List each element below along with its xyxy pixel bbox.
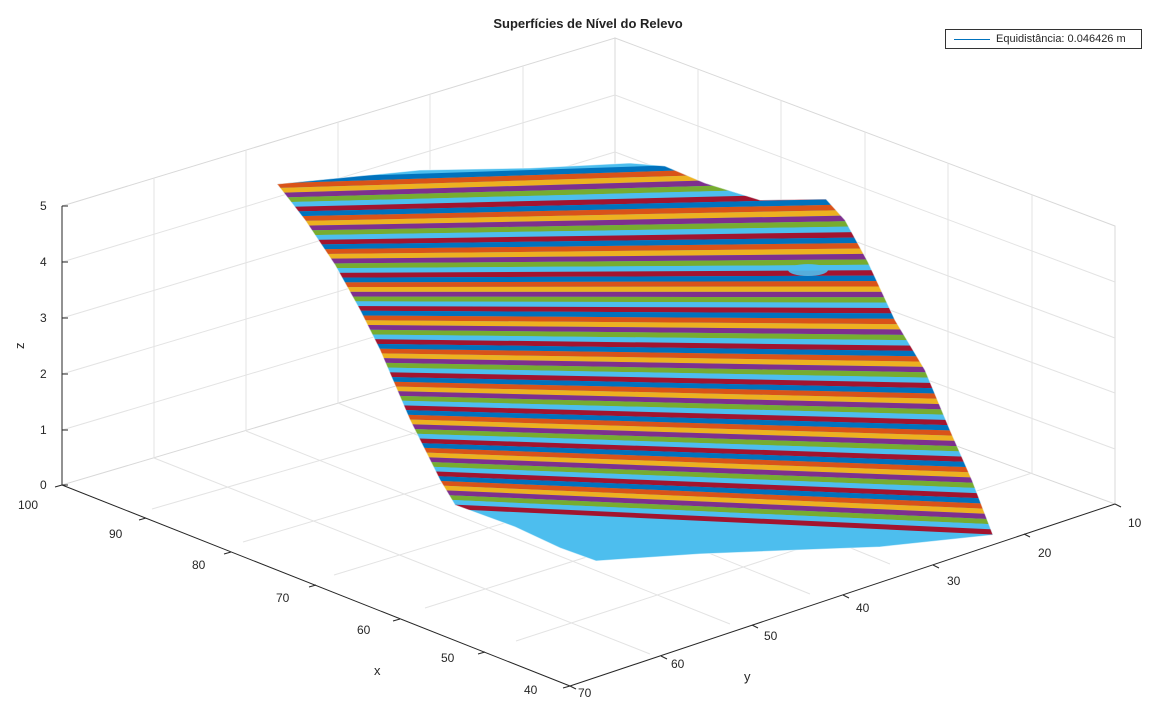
contour-band xyxy=(277,186,910,212)
contour-band xyxy=(277,417,993,454)
contour-band xyxy=(277,448,993,492)
contour-band xyxy=(277,457,993,504)
contour-band xyxy=(277,390,993,420)
contour-band xyxy=(277,452,993,498)
x-tick-label: 40 xyxy=(524,683,538,697)
contour-band xyxy=(277,230,955,248)
contour-band xyxy=(277,269,993,279)
y-tick-label: 10 xyxy=(1128,516,1142,530)
contour-band xyxy=(277,309,993,320)
contour-band xyxy=(277,349,993,370)
legend-entry-label: Equidistância: 0.046426 m xyxy=(996,33,1126,45)
contour-band xyxy=(277,300,993,309)
contour-band xyxy=(277,305,993,315)
chart-title: Superfícies de Nível do Relevo xyxy=(493,16,682,31)
contour-band xyxy=(277,280,993,288)
x-ticks xyxy=(54,484,571,689)
x-tick-label: 80 xyxy=(192,558,206,572)
contour-band xyxy=(277,421,993,459)
contour-band xyxy=(277,258,983,270)
contour-band xyxy=(277,247,972,261)
contour-band xyxy=(277,175,898,203)
z-tick-label: 2 xyxy=(40,367,47,381)
y-tick-label: 40 xyxy=(856,601,870,615)
contour-band xyxy=(277,236,961,252)
x-tick-label: 50 xyxy=(441,651,455,665)
contour-band xyxy=(277,430,993,470)
contour-band xyxy=(277,372,993,398)
contour-band xyxy=(277,264,989,274)
z-tick-label: 1 xyxy=(40,423,47,437)
legend-line-swatch xyxy=(954,38,990,40)
contour-band xyxy=(277,323,993,337)
contour-band xyxy=(277,225,949,243)
contour-band xyxy=(277,367,993,392)
contour-band xyxy=(277,439,993,481)
contour-band xyxy=(277,202,927,225)
y-tick-label: 70 xyxy=(578,686,592,700)
contour-band xyxy=(277,314,993,326)
contour-band xyxy=(277,219,944,239)
contour-band xyxy=(277,214,938,234)
level-surface xyxy=(276,162,994,562)
y-tick-label: 50 xyxy=(764,629,778,643)
contour-band xyxy=(277,327,993,342)
contour-band xyxy=(277,345,993,365)
contour-band xyxy=(277,252,978,265)
contour-band xyxy=(277,332,993,348)
y-tick-label: 20 xyxy=(1038,546,1052,560)
contour-band xyxy=(277,466,993,515)
z-tick-label: 4 xyxy=(40,255,47,269)
contour-band xyxy=(277,341,993,359)
contour-band xyxy=(277,461,993,509)
contour-band xyxy=(277,197,921,221)
z-tick-label: 5 xyxy=(40,199,47,213)
contour-band xyxy=(277,403,993,437)
contour-band xyxy=(277,291,993,298)
z-axis-label: z xyxy=(12,343,27,350)
contour-band xyxy=(277,318,993,331)
z-tick-label: 3 xyxy=(40,311,47,325)
contour-band xyxy=(277,286,993,292)
x-tick-label: 60 xyxy=(357,623,371,637)
contour-band xyxy=(277,241,966,257)
contour-band xyxy=(277,394,993,426)
contour-band xyxy=(277,493,993,548)
contour-band xyxy=(277,363,993,387)
contour-band xyxy=(277,191,915,216)
contour-band xyxy=(277,376,993,404)
contour-band xyxy=(277,443,993,487)
z-ticks xyxy=(62,205,68,486)
y-tick-label: 30 xyxy=(947,574,961,588)
contour-band xyxy=(277,354,993,376)
contour-band xyxy=(277,434,993,476)
x-tick-label: 70 xyxy=(276,591,290,605)
contour-band xyxy=(277,180,904,207)
contour-band xyxy=(277,408,993,442)
contour-band xyxy=(277,425,993,465)
z-tick-labels: 0 1 2 3 4 5 xyxy=(40,199,47,492)
x-tick-label: 90 xyxy=(109,527,123,541)
contour-band xyxy=(277,358,993,381)
x-tick-labels: 100 90 80 70 60 50 40 xyxy=(18,498,538,697)
contour-band xyxy=(277,488,993,542)
z-tick-label: 0 xyxy=(40,478,47,492)
y-tick-labels: 10 20 30 40 50 60 70 xyxy=(578,516,1142,700)
contour-band xyxy=(277,484,993,537)
contour-band xyxy=(277,336,993,353)
contour-band xyxy=(277,412,993,448)
y-axis-label: y xyxy=(744,669,751,684)
y-ticks xyxy=(569,503,1122,690)
legend: Equidistância: 0.046426 m xyxy=(945,29,1142,49)
contour-band xyxy=(277,208,932,230)
y-tick-label: 60 xyxy=(671,657,685,671)
contour-band xyxy=(277,399,993,431)
x-axis-label: x xyxy=(374,663,381,678)
contour-band xyxy=(277,385,993,415)
contour-band xyxy=(277,381,993,409)
x-tick-label: 100 xyxy=(18,498,38,512)
contour-band xyxy=(277,275,993,283)
contour-band xyxy=(277,470,993,520)
